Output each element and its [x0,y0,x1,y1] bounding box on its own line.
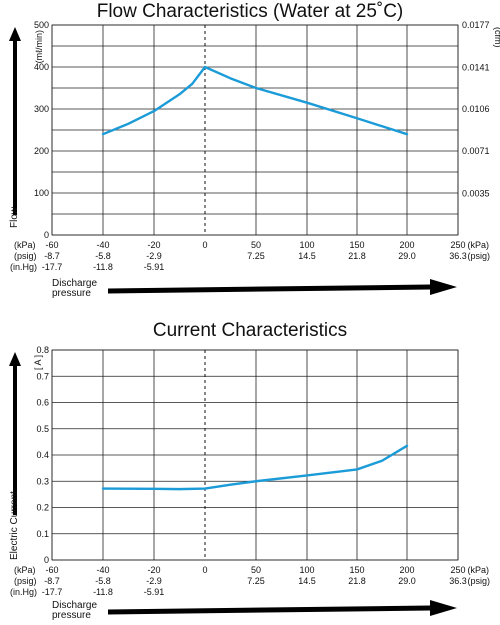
y2-unit-label: (cfm) [493,27,500,48]
x-unit-kpa: (kPa) [14,240,36,250]
x-unit-psig-right: (psig) [467,576,490,586]
y-tick-label: 0.7 [36,371,49,381]
x-tick-psig: 29.0 [398,576,416,586]
arrow-icon [9,27,21,41]
y-unit-label: [ A ] [33,355,43,370]
arrow-icon [9,352,21,366]
x-tick-kpa: 250 [450,240,465,250]
y-tick-label: 0.3 [36,476,49,486]
y-tick-label: 0.2 [36,503,49,513]
y-tick-label: 200 [34,146,49,156]
x-tick-kpa: -60 [45,565,58,575]
x-unit-kpa-right: (kPa) [467,240,489,250]
gridlines [51,349,459,561]
x-tick-kpa: 250 [450,565,465,575]
x-tick-psig: 7.25 [247,251,265,261]
chart-title: Flow Characteristics (Water at 25˚C) [97,1,404,22]
x-tick-psig: -8.7 [44,251,60,261]
y2-tick-label: 0.0071 [462,146,490,156]
y-unit-label: (mℓ/min) [34,30,44,63]
x-tick-kpa: -40 [96,565,109,575]
x-tick-psig: 21.8 [348,576,366,586]
x-tick-inhg: -11.8 [93,262,113,272]
x-tick-kpa: 0 [202,240,207,250]
y2-tick-label: 0.0035 [462,188,490,198]
x-tick-psig: 21.8 [348,251,366,261]
x-tick-psig: 7.25 [247,576,265,586]
y-tick-label: 0 [44,230,49,240]
x-axis-label-line1: Discharge [52,278,97,289]
y-axis-label: Electric Current [9,491,20,560]
y-axis-label: Flow [9,206,20,228]
x-tick-kpa: -40 [96,240,109,250]
x-tick-kpa: 50 [251,565,261,575]
x-tick-kpa: 150 [349,240,364,250]
x-unit-psig: (psig) [14,576,37,586]
x-tick-psig: -2.9 [146,576,162,586]
x-tick-psig: 14.5 [298,251,316,261]
x-tick-kpa: 150 [349,565,364,575]
x-tick-psig: -8.7 [44,576,60,586]
x-tick-inhg: -5.91 [144,262,165,272]
y-tick-label: 500 [34,20,49,30]
x-tick-kpa: -20 [147,240,160,250]
x-tick-psig: 36.3 [449,576,467,586]
x-tick-kpa: 200 [399,240,414,250]
y2-tick-label: 0.0141 [462,63,490,73]
x-tick-psig: 29.0 [398,251,416,261]
x-unit-psig: (psig) [14,251,37,261]
x-unit-inhg: (in.Hg) [10,262,37,272]
x-tick-psig: -2.9 [146,251,162,261]
x-tick-psig: -5.8 [95,576,111,586]
y-tick-label: 0.6 [36,398,49,408]
x-tick-inhg: -11.8 [93,587,113,597]
x-tick-inhg: -5.91 [144,587,165,597]
y-tick-label: 0.4 [36,450,49,460]
x-tick-inhg: -17.7 [42,587,63,597]
series-line [101,444,409,491]
x-tick-psig: 36.3 [449,251,467,261]
x-tick-inhg: -17.7 [42,262,63,272]
x-axis-arrow-icon [108,279,457,295]
y2-tick-label: 0.0177 [462,20,490,30]
x-tick-kpa: -60 [45,240,58,250]
x-tick-kpa: -20 [147,565,160,575]
x-tick-kpa: 0 [202,565,207,575]
x-unit-kpa-right: (kPa) [467,565,489,575]
x-tick-psig: -5.8 [95,251,111,261]
x-axis-arrow-icon [108,600,457,616]
current-chart: Current Characteristics 0 0.1 0.2 0.3 0.4 0.5 0… [9,320,490,621]
y-tick-label: 0.1 [36,529,49,539]
x-tick-psig: 14.5 [298,576,316,586]
x-unit-psig-right: (psig) [467,251,490,261]
y-tick-label: 100 [34,188,49,198]
x-tick-kpa: 100 [299,240,314,250]
flow-chart: Flow Characteristics (Water at 25˚C) 0 100… [9,1,500,299]
x-unit-kpa: (kPa) [14,565,36,575]
y2-tick-label: 0.0106 [462,104,490,114]
chart-title: Current Characteristics [153,320,347,341]
x-tick-kpa: 50 [251,240,261,250]
y-tick-label: 0 [44,555,49,565]
y-tick-label: 400 [34,62,49,72]
x-axis-label-line2: pressure [52,610,91,621]
x-tick-kpa: 200 [399,565,414,575]
y-tick-label: 0.5 [36,424,49,434]
x-tick-kpa: 100 [299,565,314,575]
y-tick-label: 300 [34,104,49,114]
series-line [101,65,409,136]
x-axis-label-line1: Discharge [52,600,97,611]
y-tick-label: 0.8 [36,345,49,355]
x-unit-inhg: (in.Hg) [10,587,37,597]
x-axis-label-line2: pressure [52,288,91,299]
